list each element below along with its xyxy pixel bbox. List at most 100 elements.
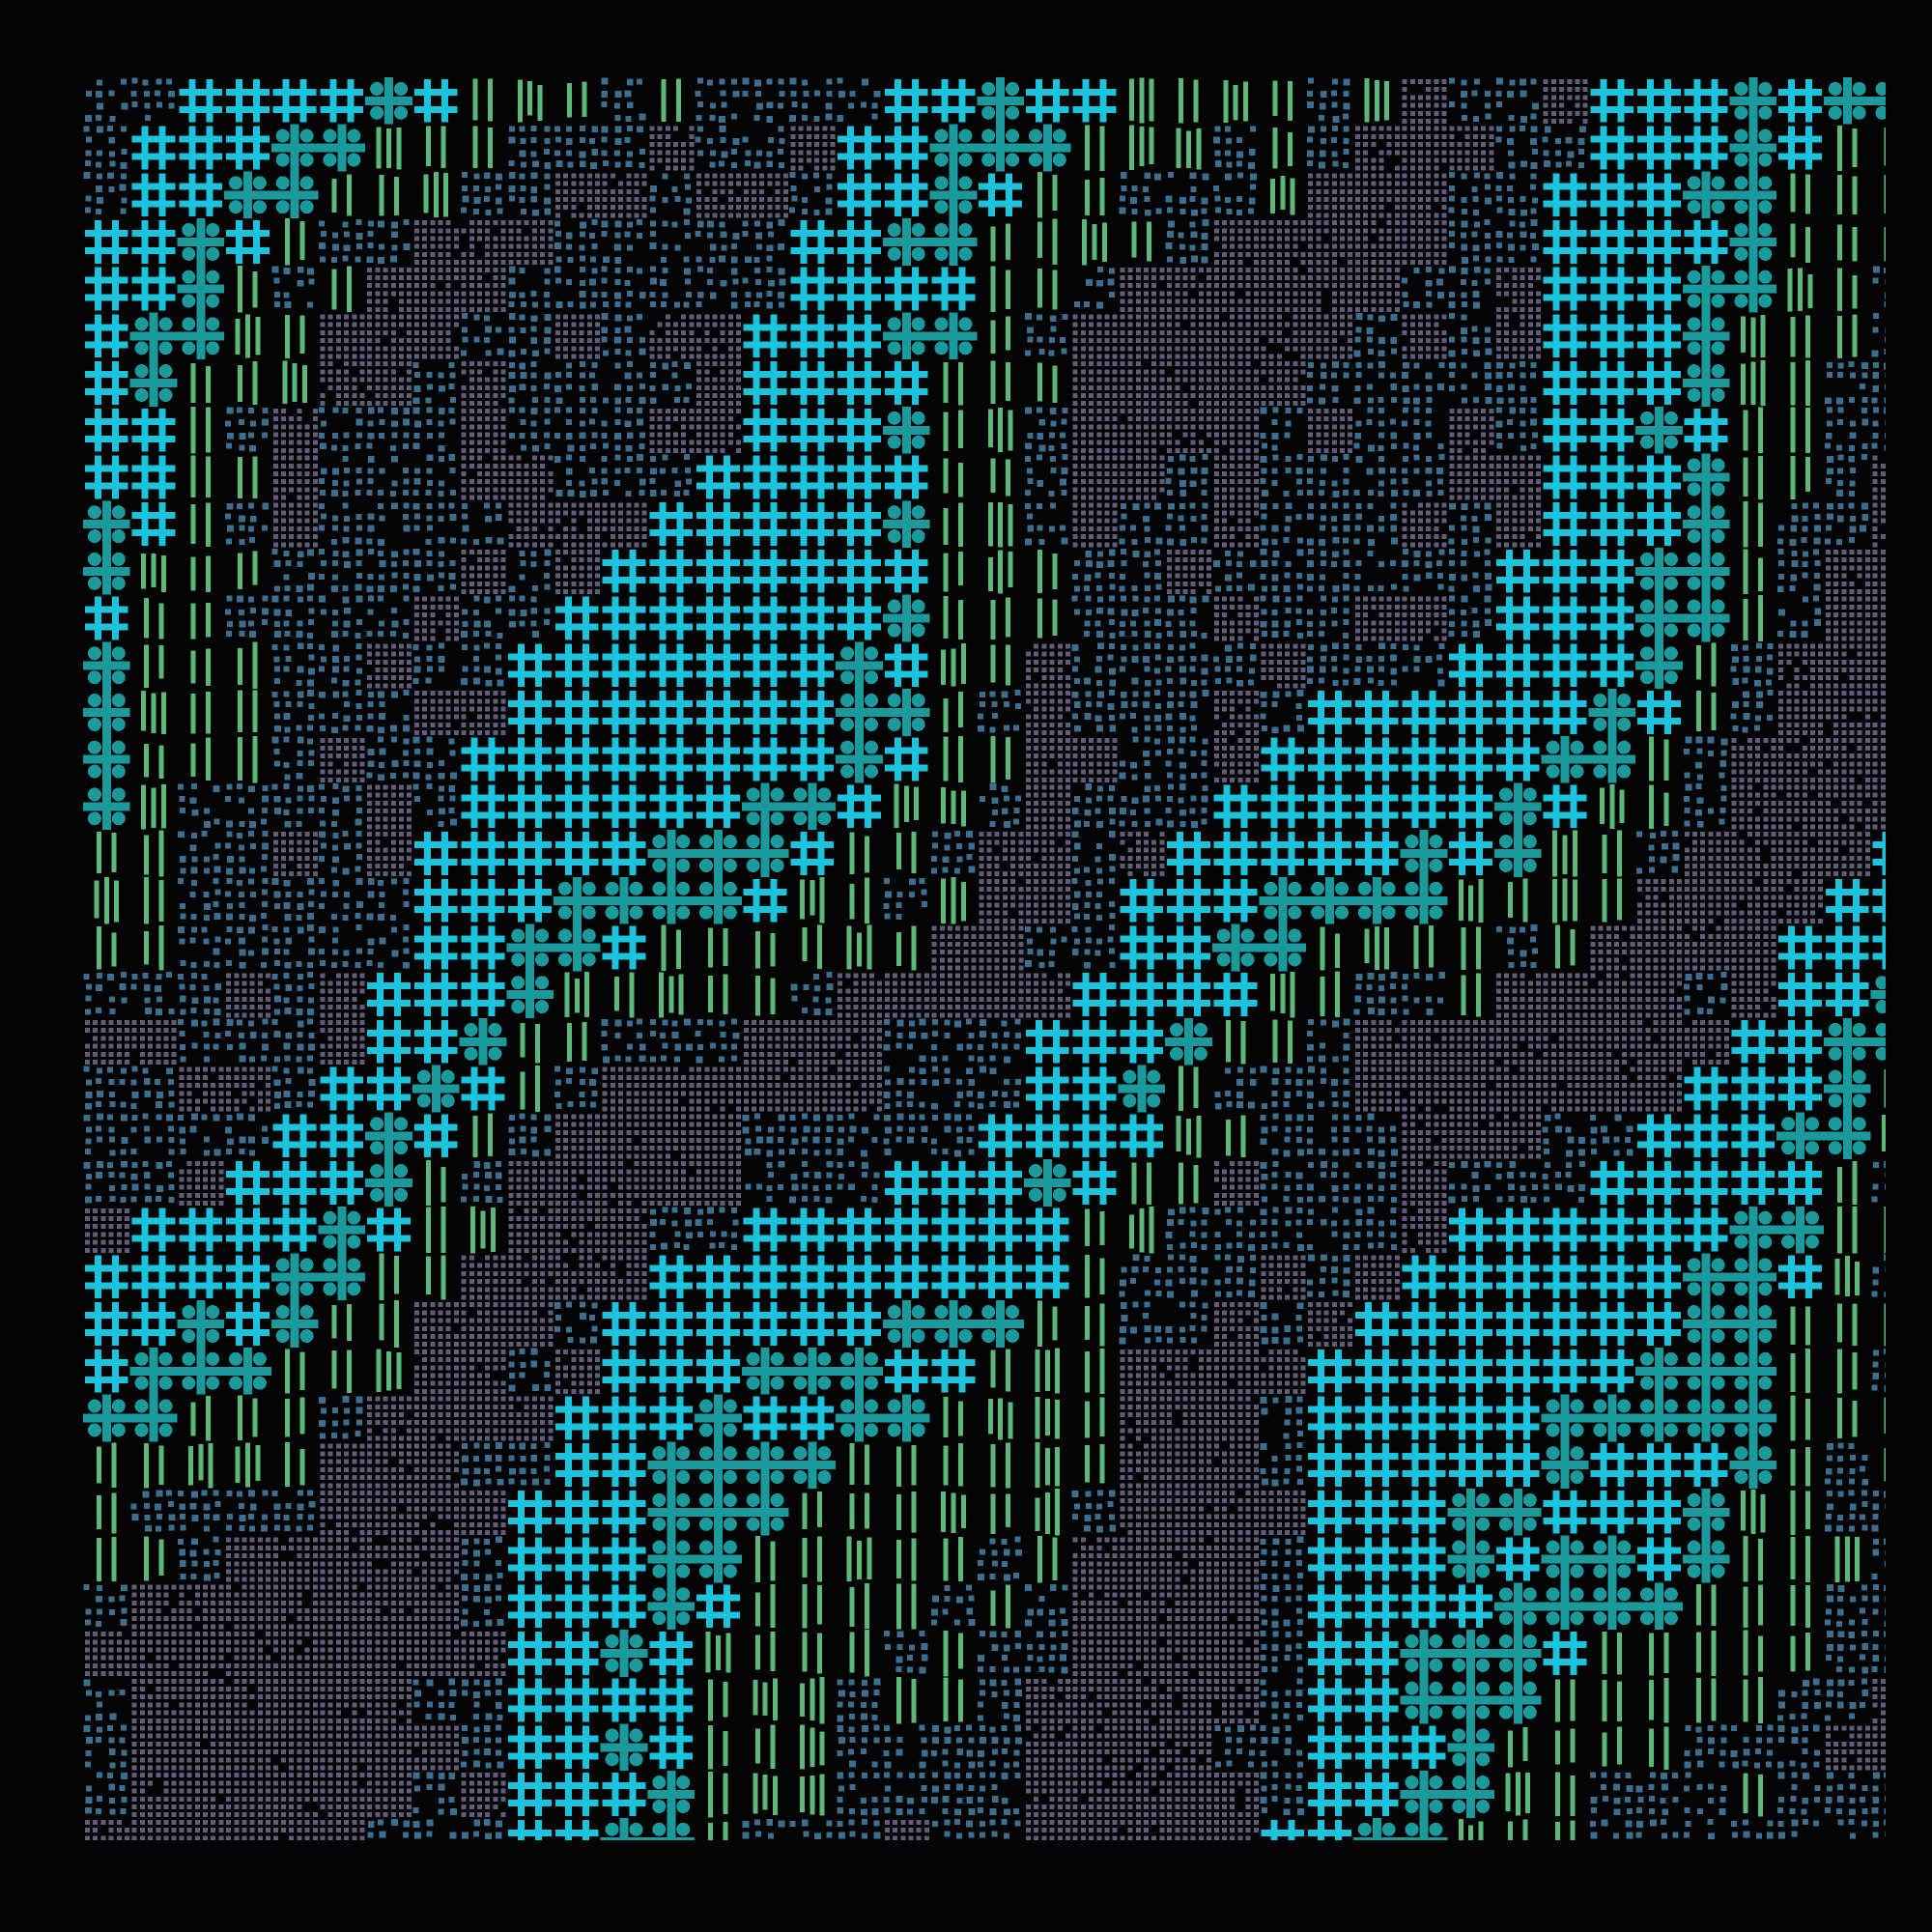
glyph-cross-with-four-dots bbox=[836, 689, 883, 736]
glyph-offset-double-cross bbox=[508, 643, 552, 688]
glyph-vertical-green-bars bbox=[1834, 1256, 1861, 1296]
glyph-dense-purple-dot-block bbox=[320, 1725, 365, 1771]
glyph-dense-purple-dot-block bbox=[1120, 1443, 1165, 1489]
glyph-vertical-green-bars bbox=[896, 1677, 917, 1724]
glyph-cross-with-four-dots bbox=[554, 923, 601, 972]
glyph-sparse-blue-dot-block bbox=[1260, 1584, 1303, 1628]
glyph-vertical-green-bars bbox=[187, 1443, 213, 1489]
glyph-sparse-blue-dot-block bbox=[1260, 502, 1303, 546]
glyph-sparse-blue-dot-block bbox=[83, 1724, 128, 1769]
glyph-vertical-green-bars bbox=[238, 456, 258, 498]
glyph-offset-double-cross bbox=[1167, 878, 1210, 923]
glyph-vertical-green-bars bbox=[1131, 221, 1151, 262]
glyph-offset-double-cross bbox=[1637, 455, 1681, 499]
glyph-dense-purple-dot-block bbox=[1872, 784, 1886, 830]
glyph-vertical-green-bars bbox=[896, 1492, 917, 1533]
glyph-dense-purple-dot-block bbox=[508, 1161, 554, 1207]
glyph-cross-with-four-dots bbox=[1823, 1112, 1871, 1160]
glyph-offset-double-cross bbox=[979, 1255, 1022, 1299]
glyph-offset-double-cross bbox=[884, 1161, 928, 1205]
glyph-offset-double-cross bbox=[1120, 878, 1164, 923]
glyph-sparse-blue-dot-block bbox=[319, 407, 363, 451]
glyph-dense-purple-dot-block bbox=[602, 1208, 647, 1253]
glyph-dense-purple-dot-block bbox=[1825, 643, 1870, 689]
glyph-dense-purple-dot-block bbox=[1261, 267, 1306, 312]
glyph-vertical-green-bars bbox=[1837, 125, 1858, 171]
glyph-offset-double-cross bbox=[696, 691, 740, 734]
glyph-vertical-green-bars bbox=[1272, 127, 1293, 169]
glyph-sparse-blue-dot-block bbox=[1165, 1207, 1209, 1251]
glyph-cross-with-four-dots bbox=[1635, 1582, 1683, 1631]
glyph-dense-purple-dot-block bbox=[1120, 361, 1165, 407]
glyph-offset-double-cross bbox=[790, 1255, 835, 1299]
glyph-dense-purple-dot-block bbox=[555, 1161, 600, 1207]
glyph-sparse-blue-dot-block bbox=[225, 595, 269, 638]
glyph-offset-double-cross bbox=[790, 643, 835, 688]
glyph-offset-double-cross bbox=[602, 1584, 646, 1629]
glyph-sparse-blue-dot-block bbox=[319, 924, 363, 968]
glyph-sparse-blue-dot-block bbox=[1165, 172, 1209, 216]
glyph-vertical-green-bars bbox=[97, 832, 117, 874]
glyph-vertical-green-bars bbox=[943, 362, 964, 406]
glyph-dense-purple-dot-block bbox=[461, 455, 506, 500]
glyph-offset-double-cross bbox=[1120, 1019, 1164, 1064]
glyph-offset-double-cross bbox=[84, 596, 128, 640]
glyph-offset-double-cross bbox=[1261, 832, 1305, 875]
glyph-dense-purple-dot-block bbox=[1684, 878, 1729, 923]
glyph-vertical-green-bars bbox=[1790, 1633, 1810, 1672]
glyph-offset-double-cross bbox=[1590, 314, 1634, 358]
glyph-dense-purple-dot-block bbox=[367, 1537, 412, 1582]
glyph-dense-purple-dot-block bbox=[320, 1819, 365, 1840]
glyph-offset-double-cross bbox=[1778, 973, 1822, 1016]
glyph-vertical-green-bars bbox=[1837, 314, 1858, 358]
glyph-cross-with-four-dots bbox=[1541, 1394, 1589, 1442]
glyph-sparse-blue-dot-block bbox=[1825, 361, 1868, 405]
glyph-offset-double-cross bbox=[743, 596, 787, 640]
glyph-offset-double-cross bbox=[226, 220, 270, 264]
glyph-dense-purple-dot-block bbox=[508, 502, 554, 548]
glyph-offset-double-cross bbox=[131, 220, 176, 264]
glyph-offset-double-cross bbox=[1402, 784, 1446, 829]
glyph-dense-purple-dot-block bbox=[1072, 455, 1118, 500]
glyph-vertical-green-bars bbox=[1602, 1632, 1622, 1675]
glyph-sparse-blue-dot-block bbox=[837, 1161, 880, 1203]
glyph-dense-purple-dot-block bbox=[367, 1725, 412, 1771]
glyph-vertical-green-bars bbox=[987, 1398, 1013, 1440]
glyph-vertical-green-bars bbox=[1179, 1162, 1199, 1205]
glyph-dense-purple-dot-block bbox=[1637, 1020, 1683, 1065]
glyph-dense-purple-dot-block bbox=[508, 1302, 554, 1348]
glyph-vertical-green-bars bbox=[708, 927, 728, 968]
glyph-offset-double-cross bbox=[1543, 1208, 1587, 1252]
glyph-offset-double-cross bbox=[1543, 502, 1587, 546]
glyph-offset-double-cross bbox=[1637, 1443, 1681, 1487]
glyph-cross-with-four-dots bbox=[882, 1300, 930, 1348]
glyph-sparse-blue-dot-block bbox=[461, 1536, 503, 1581]
glyph-sparse-blue-dot-block bbox=[1871, 1161, 1886, 1203]
glyph-offset-double-cross bbox=[1402, 691, 1446, 734]
glyph-dense-purple-dot-block bbox=[226, 1773, 271, 1818]
glyph-vertical-green-bars bbox=[802, 1632, 823, 1674]
glyph-vertical-green-bars bbox=[1695, 642, 1717, 687]
glyph-sparse-blue-dot-block bbox=[1071, 1490, 1117, 1533]
glyph-cross-with-four-dots bbox=[695, 876, 742, 924]
glyph-sparse-blue-dot-block bbox=[1402, 407, 1444, 451]
glyph-sparse-blue-dot-block bbox=[1590, 1772, 1634, 1816]
glyph-cross-with-four-dots bbox=[83, 500, 130, 548]
glyph-vertical-green-bars bbox=[1508, 1727, 1528, 1768]
glyph-cross-with-four-dots bbox=[1682, 312, 1730, 360]
glyph-dense-purple-dot-block bbox=[790, 1066, 836, 1112]
glyph-sparse-blue-dot-block bbox=[931, 1113, 975, 1157]
glyph-offset-double-cross bbox=[1308, 737, 1351, 781]
glyph-sparse-blue-dot-block bbox=[1825, 502, 1869, 546]
glyph-offset-double-cross bbox=[838, 220, 881, 264]
glyph-cross-with-four-dots bbox=[1400, 1771, 1448, 1818]
glyph-dense-purple-dot-block bbox=[508, 1208, 554, 1253]
glyph-vertical-green-bars bbox=[1837, 1303, 1858, 1347]
glyph-sparse-blue-dot-block bbox=[977, 1536, 1022, 1581]
glyph-offset-double-cross bbox=[1354, 1490, 1399, 1534]
glyph-cross-with-four-dots bbox=[1541, 1582, 1589, 1631]
glyph-offset-double-cross bbox=[1072, 1161, 1117, 1205]
glyph-dense-purple-dot-block bbox=[1825, 691, 1870, 736]
glyph-sparse-blue-dot-block bbox=[130, 971, 175, 1015]
glyph-sparse-blue-dot-block bbox=[1542, 126, 1586, 168]
